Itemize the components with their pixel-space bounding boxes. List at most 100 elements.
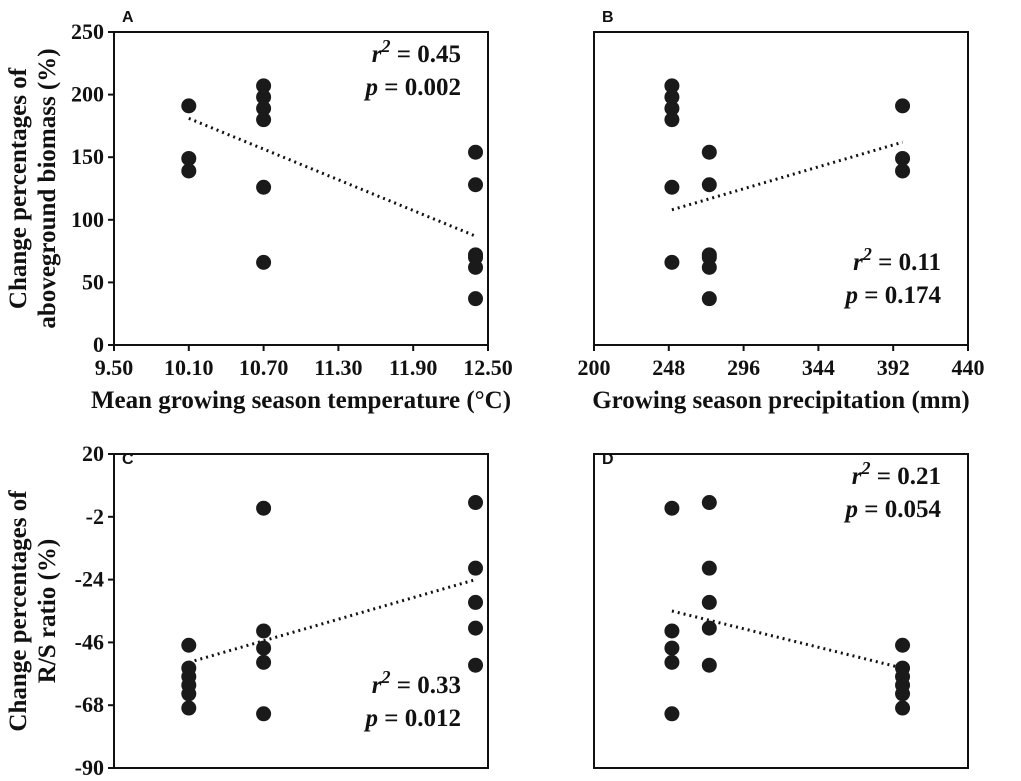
data-point	[181, 637, 197, 653]
data-point	[256, 89, 272, 105]
panel-letter: B	[602, 9, 614, 26]
data-point	[895, 150, 911, 166]
data-point	[256, 640, 272, 656]
x-tick-label: 344	[802, 355, 835, 380]
p-value-label: p = 0.002	[364, 74, 462, 101]
x-axis-title: Mean growing season temperature (°C)	[91, 387, 511, 414]
data-point	[256, 179, 272, 195]
data-point	[895, 98, 911, 114]
data-point	[664, 179, 680, 195]
y-axis-title-line: Change percentages of	[5, 490, 32, 732]
data-point	[256, 78, 272, 94]
plot-frame	[113, 453, 489, 769]
r-squared-label: r2 = 0.45	[372, 36, 461, 68]
data-point	[468, 657, 484, 673]
x-tick-label: 12.50	[463, 355, 513, 380]
panel-c: C -90 -68 -46 -24 -2 20 Change percentages of R/…	[5, 441, 489, 780]
data-point	[701, 259, 717, 275]
data-point	[468, 560, 484, 576]
data-point	[256, 654, 272, 670]
panel-letter: D	[602, 451, 614, 468]
panel-d: Dr2 = 0.21 p = 0.054	[593, 451, 969, 769]
x-tick-label: 392	[877, 355, 910, 380]
data-point	[468, 291, 484, 307]
y-tick-label: -68	[75, 692, 104, 717]
data-point	[468, 620, 484, 636]
data-point	[664, 640, 680, 656]
data-point	[664, 654, 680, 670]
data-point	[664, 623, 680, 639]
y-axis-title-line: Change percentages of	[5, 67, 32, 309]
data-point	[468, 495, 484, 511]
data-point	[468, 259, 484, 275]
y-tick-label: 50	[82, 269, 104, 294]
data-point	[181, 150, 197, 166]
data-point	[895, 686, 911, 702]
x-tick-label: 10.10	[164, 355, 214, 380]
data-point	[181, 98, 197, 114]
data-point	[701, 620, 717, 636]
data-point	[701, 144, 717, 160]
data-point	[701, 657, 717, 673]
data-point	[181, 686, 197, 702]
panel-letter: C	[122, 451, 134, 468]
data-point	[468, 177, 484, 193]
y-tick-label: 150	[71, 144, 104, 169]
y-tick-label: -24	[75, 567, 104, 592]
plot-frame	[593, 31, 969, 346]
data-point	[701, 291, 717, 307]
x-tick-label: 296	[727, 355, 760, 380]
data-point	[701, 560, 717, 576]
p-value-label: p = 0.012	[364, 705, 462, 732]
r-squared-label: r2 = 0.33	[372, 667, 461, 699]
y-tick-label: 20	[82, 441, 104, 466]
data-point	[895, 637, 911, 653]
data-point	[256, 100, 272, 116]
data-point	[256, 706, 272, 722]
x-tick-label: 248	[652, 355, 685, 380]
panel-letter: A	[122, 9, 134, 26]
trend-line	[188, 578, 476, 664]
x-tick-label: 10.70	[239, 355, 289, 380]
data-point	[256, 254, 272, 270]
data-point	[701, 594, 717, 610]
data-point	[701, 495, 717, 511]
x-tick-label: 11.90	[389, 355, 437, 380]
plot-frame	[593, 453, 969, 769]
data-point	[256, 623, 272, 639]
y-axis-title-line: R/S ratio (%)	[34, 539, 61, 683]
data-point	[664, 78, 680, 94]
x-axis-title: Growing season precipitation (mm)	[592, 387, 970, 414]
x-tick-label: 11.30	[314, 355, 362, 380]
plot-frame	[113, 31, 489, 346]
y-axis-title-line: aboveground biomass (%)	[34, 48, 61, 328]
data-point	[468, 594, 484, 610]
y-tick-label: 250	[71, 19, 104, 44]
y-tick-label: -46	[75, 629, 104, 654]
trend-line	[671, 140, 903, 212]
panel-b: B 200 248 296 344 392 440 Growing season precip…	[578, 9, 985, 414]
data-point	[664, 89, 680, 105]
data-point	[664, 500, 680, 516]
data-point	[664, 254, 680, 270]
data-point	[664, 706, 680, 722]
p-value-label: p = 0.054	[844, 496, 942, 523]
x-tick-label: 9.50	[95, 355, 134, 380]
y-tick-label: 100	[71, 207, 104, 232]
y-tick-label: 200	[71, 82, 104, 107]
data-point	[701, 177, 717, 193]
y-tick-label: -90	[75, 755, 104, 780]
x-tick-label: 200	[578, 355, 611, 380]
data-point	[256, 500, 272, 516]
trend-line	[188, 117, 477, 238]
panel-a: A 0 50 100 150 200 250 9.50 10.10 10.70 11.30 11.90…	[5, 9, 513, 414]
data-point	[895, 163, 911, 179]
x-tick-label: 440	[952, 355, 985, 380]
data-point	[895, 700, 911, 716]
y-tick-label: -2	[86, 504, 104, 529]
data-point	[664, 100, 680, 116]
data-point	[664, 112, 680, 128]
data-point	[181, 163, 197, 179]
r-squared-label: r2 = 0.11	[853, 244, 941, 276]
